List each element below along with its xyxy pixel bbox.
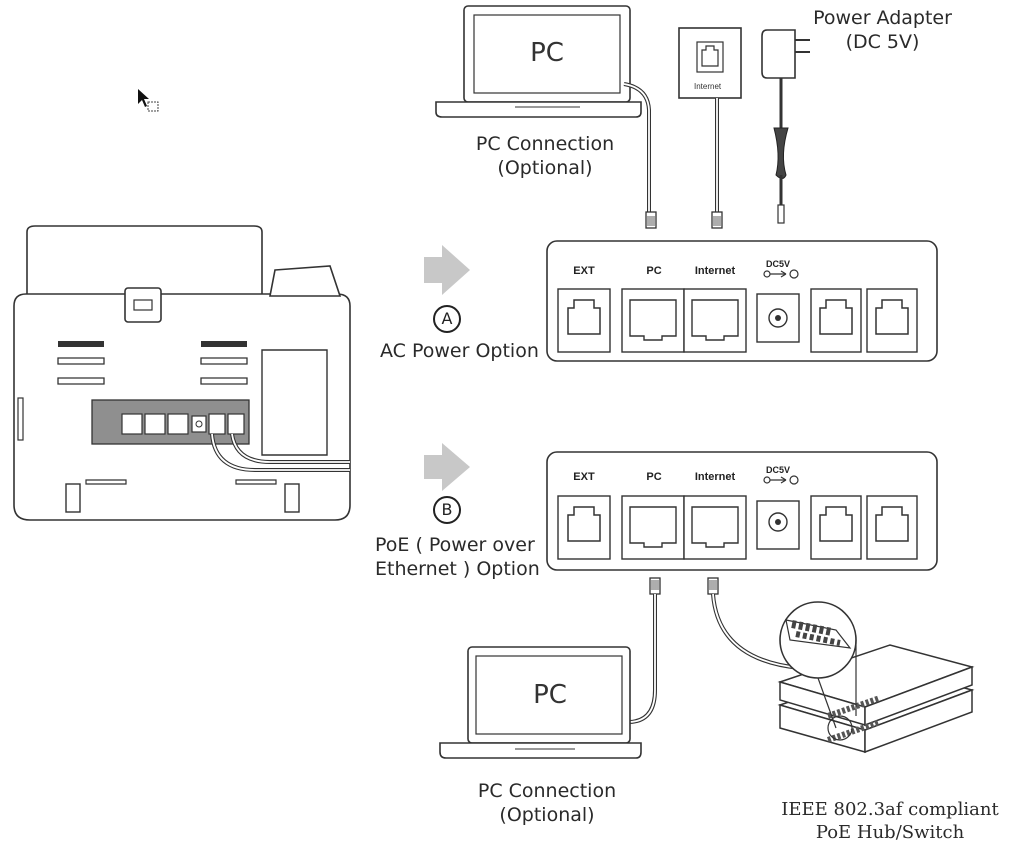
panel-b-dc-label: DC5V	[765, 465, 790, 475]
top-pc-connection-line2: (Optional)	[497, 157, 593, 179]
option-b-badge: B	[433, 496, 461, 524]
panel-a-dc-label: DC5V	[765, 259, 790, 269]
poe-switch-label: IEEE 802.3af compliant PoE Hub/Switch	[780, 798, 1000, 844]
wall-jack	[678, 27, 742, 99]
panel-a-internet-label: Internet	[694, 265, 736, 277]
option-b-line2: Ethernet ) Option	[375, 558, 540, 580]
arrow-b-icon	[424, 443, 470, 491]
wall-plug-icon	[711, 211, 723, 229]
panel-b-ext-label: EXT	[573, 471, 595, 483]
bottom-pc-cable	[627, 594, 657, 724]
bottom-pc-connection-line1: PC Connection	[477, 780, 617, 802]
poe-switch-line1: IEEE 802.3af compliant	[781, 799, 999, 820]
power-adapter-line2: (DC 5V)	[845, 31, 920, 53]
power-adapter-label: Power Adapter (DC 5V)	[800, 6, 965, 54]
top-pc-screen-label: PC	[530, 38, 564, 68]
power-adapter-line1: Power Adapter	[813, 7, 952, 29]
top-pc-connection-label: PC Connection (Optional)	[455, 132, 635, 180]
panel-b-pc-label: PC	[646, 471, 662, 483]
top-pc-connection-line1: PC Connection	[475, 133, 615, 155]
wall-jack-label: Internet	[694, 82, 722, 91]
arrow-a-icon	[424, 245, 470, 295]
option-a-label: AC Power Option	[380, 340, 539, 362]
bottom-pc-connection-line2: (Optional)	[499, 804, 595, 826]
option-b-label: PoE ( Power over Ethernet ) Option	[375, 533, 540, 581]
poe-switch-line2: PoE Hub/Switch	[815, 822, 965, 843]
panel-a-pc-label: PC	[646, 265, 662, 277]
panel-a-ext-label: EXT	[573, 265, 595, 277]
bottom-pc-screen-label: PC	[533, 680, 567, 710]
top-pc-plug-icon	[645, 211, 657, 229]
port-panel-a	[546, 240, 938, 362]
port-panel-b	[546, 451, 938, 571]
bottom-laptop	[439, 646, 642, 759]
cursor-icon	[138, 89, 159, 112]
desk-phone	[13, 225, 351, 521]
option-a-badge: A	[433, 305, 461, 333]
top-laptop	[435, 5, 642, 118]
panel-b-internet-label: Internet	[694, 471, 736, 483]
bottom-pc-connection-label: PC Connection (Optional)	[457, 779, 637, 827]
option-b-line1: PoE ( Power over	[375, 534, 535, 556]
poe-switch-icon	[777, 601, 975, 754]
power-adapter-icon	[761, 29, 810, 224]
